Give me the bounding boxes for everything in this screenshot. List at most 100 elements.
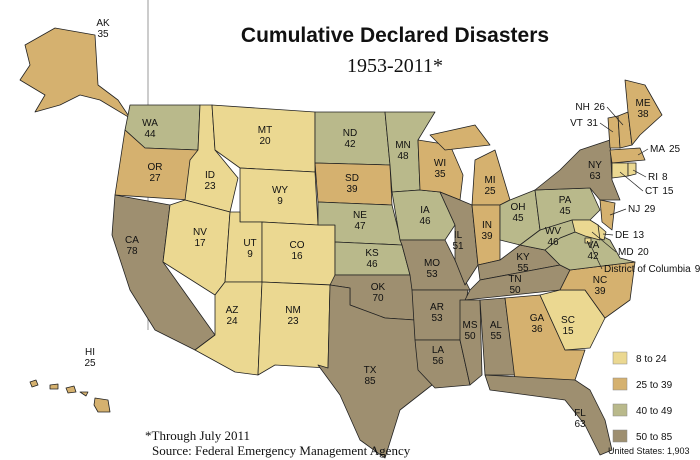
legend-label: 50 to 85: [636, 432, 673, 443]
state-name: AL: [490, 320, 503, 331]
labels: AK35HI25WA44OR27CA78ID23NV17MT20WY9UT9CO…: [84, 18, 700, 430]
state-value: 13: [633, 230, 645, 241]
state-value: 48: [397, 151, 409, 162]
state-callout: MD 20: [618, 247, 649, 258]
state-value: 46: [547, 237, 559, 248]
state-region: [627, 162, 637, 177]
state-name: OH: [511, 202, 526, 213]
state-name: LA: [432, 345, 445, 356]
state-value: 56: [432, 356, 444, 367]
state-name: KY: [516, 252, 530, 263]
state-name: OK: [371, 282, 386, 293]
legend-swatch: [612, 403, 628, 417]
state-name: WA: [142, 118, 158, 129]
state-value: 51: [452, 241, 464, 252]
state-value: 15: [562, 326, 574, 337]
state-name: NY: [588, 160, 602, 171]
map-title: Cumulative Declared Disasters: [241, 24, 549, 47]
legend-label: 40 to 49: [636, 406, 673, 417]
state-value: 45: [512, 213, 524, 224]
leader-line: [637, 148, 649, 156]
state-value: 47: [354, 221, 366, 232]
state-region: [534, 139, 621, 201]
state-value: 9: [695, 264, 700, 275]
state-value: 39: [594, 286, 606, 297]
state-name: SD: [345, 173, 359, 184]
state-name: ID: [205, 170, 215, 181]
state-name: WV: [545, 226, 561, 237]
state-name: HI: [85, 347, 95, 358]
state-name: UT: [243, 238, 256, 249]
state-value: 35: [97, 29, 109, 40]
state-name: MA: [650, 144, 665, 155]
state-value: 36: [531, 324, 543, 335]
footnote: *Through July 2011: [145, 428, 250, 443]
state-name: IA: [420, 205, 430, 216]
state-name: VA: [587, 240, 600, 251]
leader-line: [599, 122, 614, 133]
state-name: AR: [430, 302, 444, 313]
legend-swatch: [612, 377, 628, 391]
state-name: NV: [193, 227, 207, 238]
leader-line: [588, 241, 603, 270]
source: Source: Federal Emergency Management Age…: [152, 443, 411, 458]
state-name: RI: [648, 172, 658, 183]
state-name: ME: [636, 98, 651, 109]
state-region: [624, 79, 663, 146]
legend-label: 25 to 39: [636, 380, 673, 391]
state-name: IN: [482, 220, 492, 231]
leader-line: [609, 208, 627, 216]
state-name: ND: [343, 128, 357, 139]
state-region: [439, 191, 479, 286]
state-name: SC: [561, 315, 575, 326]
state-value: 55: [517, 263, 529, 274]
state-name: MI: [484, 175, 495, 186]
state-name: NH: [575, 102, 589, 113]
total: United States: 1,903: [608, 446, 690, 456]
leader-line: [591, 231, 617, 253]
state-region: [459, 299, 483, 386]
state-name: IL: [454, 230, 463, 241]
state-name: MT: [258, 125, 272, 136]
state-value: 53: [431, 313, 443, 324]
map-subtitle: 1953-2011*: [347, 55, 443, 77]
state-name: FL: [574, 408, 586, 419]
leader-line: [632, 169, 647, 178]
state-value: 31: [587, 118, 599, 129]
state-value: 25: [669, 144, 681, 155]
state-region: [29, 379, 111, 413]
state-callout: MA 25: [650, 144, 681, 155]
legend-label: 8 to 24: [636, 354, 667, 365]
state-value: 78: [126, 246, 138, 257]
state-value: 39: [346, 184, 358, 195]
leader-line: [602, 233, 614, 236]
state-value: 17: [194, 238, 206, 249]
state-name: AZ: [226, 305, 239, 316]
state-value: 9: [277, 196, 283, 207]
state-name: CA: [125, 235, 139, 246]
state-value: 16: [291, 251, 303, 262]
state-value: 45: [559, 206, 571, 217]
state-region: [317, 284, 433, 459]
state-value: 42: [344, 139, 356, 150]
state-callout: CT 15: [645, 186, 674, 197]
state-region: [19, 27, 131, 119]
state-region: [571, 219, 601, 241]
state-name: NE: [353, 210, 367, 221]
state-region: [484, 374, 613, 456]
state-name: WY: [272, 185, 288, 196]
state-name: AK: [96, 18, 110, 29]
state-region: [584, 237, 592, 244]
state-value: 25: [484, 186, 496, 197]
state-callout: NH 26: [575, 102, 605, 113]
legend-swatch: [612, 429, 628, 443]
state-region: [611, 162, 629, 179]
state-name: MD: [618, 247, 634, 258]
state-value: 39: [481, 231, 493, 242]
state-region: [414, 339, 471, 389]
state-name: PA: [559, 195, 572, 206]
state-callout: RI 8: [648, 172, 668, 183]
state-name: NC: [593, 275, 607, 286]
state-value: 20: [638, 247, 650, 258]
